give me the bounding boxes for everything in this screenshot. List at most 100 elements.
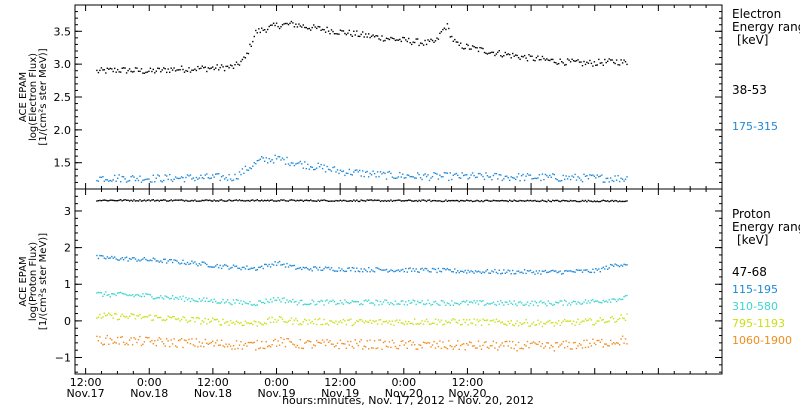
data-point: [439, 270, 441, 272]
data-point: [155, 344, 157, 347]
data-point: [553, 173, 555, 176]
data-point: [219, 324, 221, 326]
data-point: [492, 199, 495, 202]
data-point: [204, 317, 206, 320]
data-point: [532, 59, 535, 61]
data-point: [96, 292, 98, 294]
data-point: [572, 300, 575, 302]
data-point: [397, 269, 400, 271]
data-point: [379, 171, 382, 173]
data-point: [347, 340, 349, 343]
data-point: [296, 320, 299, 322]
data-point: [512, 176, 514, 179]
data-point: [538, 323, 541, 325]
data-point: [623, 296, 625, 298]
data-point: [314, 304, 316, 306]
data-point: [350, 200, 352, 202]
data-point: [111, 68, 113, 70]
data-point: [516, 304, 518, 307]
data-point: [489, 200, 492, 202]
data-point: [535, 270, 538, 272]
data-point: [310, 166, 312, 168]
data-point: [623, 59, 625, 61]
data-point: [157, 199, 159, 201]
data-point: [304, 26, 306, 29]
data-point: [564, 64, 566, 66]
legend-item-115-195: 115-195: [732, 283, 778, 296]
data-point: [439, 304, 441, 306]
data-point: [228, 67, 230, 69]
series-47-68: [96, 199, 628, 203]
data-point: [356, 267, 358, 269]
series-1060-1900: [96, 334, 628, 352]
data-point: [344, 199, 346, 202]
data-point: [249, 300, 251, 303]
data-point: [250, 167, 252, 170]
data-point: [390, 199, 392, 201]
data-point: [388, 341, 391, 343]
data-point: [378, 38, 380, 40]
data-point: [311, 347, 313, 349]
data-point: [155, 70, 157, 72]
data-point: [525, 272, 527, 275]
data-point: [130, 258, 132, 260]
x-tick-date-label: Nov.18: [130, 387, 168, 400]
data-point: [339, 169, 342, 171]
data-point: [357, 35, 359, 37]
data-point: [131, 71, 134, 73]
data-point: [624, 295, 627, 297]
data-point: [301, 347, 303, 349]
data-point: [556, 302, 558, 304]
data-point: [437, 178, 440, 180]
data-point: [125, 315, 128, 318]
data-point: [167, 315, 169, 317]
data-point: [271, 301, 273, 303]
data-point: [316, 323, 318, 326]
data-point: [436, 302, 438, 305]
data-point: [372, 302, 374, 305]
data-point: [384, 172, 386, 175]
data-point: [403, 270, 405, 273]
data-point: [348, 344, 350, 346]
data-point: [158, 200, 160, 202]
data-point: [400, 300, 402, 302]
data-point: [145, 315, 147, 318]
data-point: [341, 342, 343, 345]
data-point: [180, 262, 183, 264]
data-point: [109, 199, 111, 201]
data-point: [225, 200, 227, 202]
data-point: [428, 271, 431, 273]
data-point: [317, 162, 319, 164]
data-point: [566, 320, 569, 322]
data-point: [544, 323, 547, 325]
data-point: [149, 181, 152, 183]
data-point: [145, 200, 147, 202]
data-point: [506, 53, 508, 56]
data-point: [537, 272, 539, 274]
data-point: [234, 64, 236, 66]
data-point: [195, 317, 198, 319]
data-point: [437, 38, 440, 40]
data-point: [449, 269, 451, 271]
data-point: [399, 38, 401, 41]
data-point: [512, 341, 514, 343]
data-point: [604, 58, 606, 61]
data-point: [204, 300, 206, 302]
data-point: [213, 68, 215, 71]
data-point: [427, 320, 429, 323]
data-point: [615, 200, 618, 202]
data-point: [212, 317, 214, 319]
data-point: [255, 321, 257, 323]
data-point: [483, 304, 486, 306]
data-point: [607, 200, 609, 202]
data-point: [115, 258, 117, 260]
data-point: [250, 199, 252, 201]
data-point: [394, 300, 397, 302]
data-point: [327, 324, 330, 326]
data-point: [599, 175, 601, 177]
data-point: [341, 322, 343, 324]
data-point: [424, 173, 426, 175]
data-point: [443, 200, 446, 202]
data-point: [305, 199, 307, 201]
data-point: [192, 344, 195, 346]
